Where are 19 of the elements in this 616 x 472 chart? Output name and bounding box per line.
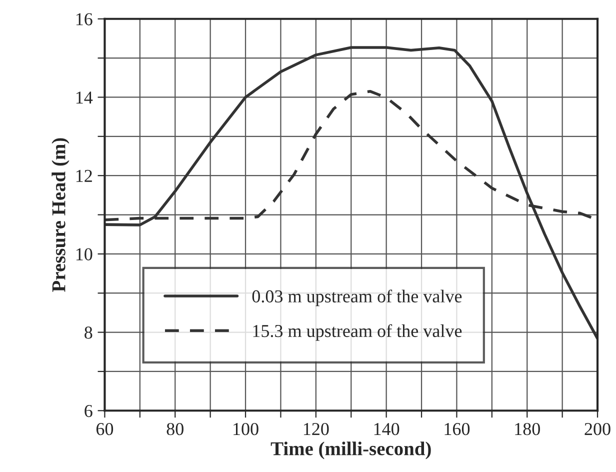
x-tick-label: 100: [234, 422, 258, 436]
y-tick-label: 8: [84, 326, 92, 339]
x-tick-label: 160: [444, 422, 470, 436]
x-tick-label: 180: [515, 422, 540, 436]
x-tick-label: 120: [304, 422, 329, 436]
x-tick-label: 140: [374, 422, 400, 436]
y-tick-label: 14: [76, 92, 93, 104]
legend-label: 15.3 m upstream of the valve: [253, 324, 462, 341]
y-tick-label: 6: [84, 404, 92, 418]
x-tick-label: 200: [584, 422, 610, 436]
line-series: [104, 46, 598, 340]
y-tick-label: 10: [76, 248, 92, 260]
x-tick-label: 80: [166, 422, 184, 436]
x-axis-title: Time (milli-second): [270, 442, 431, 460]
legend-label: 0.03 m upstream of the valve: [252, 290, 462, 306]
y-tick-label: 12: [76, 170, 92, 182]
y-axis-title: Pressure Head (m): [52, 138, 70, 292]
x-tick-label: 60: [96, 422, 114, 436]
y-tick-label: 16: [76, 13, 92, 26]
